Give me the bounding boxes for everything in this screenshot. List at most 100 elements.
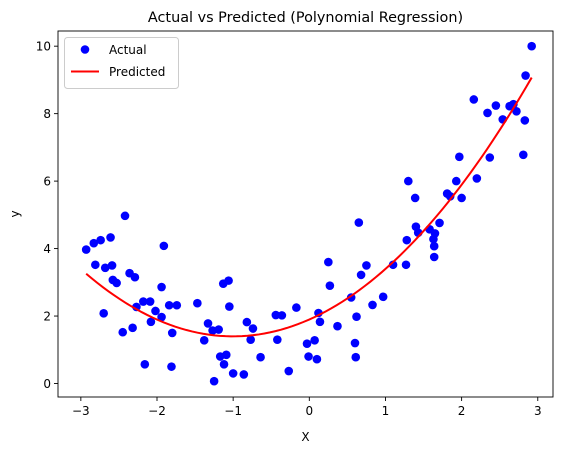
data-point [512,106,521,116]
data-point [429,241,439,251]
data-point [351,352,361,362]
data-point [519,150,528,160]
x-tick-label: 3 [534,404,542,418]
data-point [292,303,301,312]
data-point [350,338,360,348]
data-point [521,71,530,80]
data-point [401,260,411,270]
y-tick-label: 6 [43,174,51,188]
data-point [304,352,313,361]
data-point [324,257,333,267]
data-point [485,153,495,162]
x-tick-label: −2 [148,404,166,418]
plot-area [81,41,536,386]
data-point [333,321,342,331]
y-tick-label: 10 [36,39,51,53]
data-point [429,252,439,262]
x-tick-label: −1 [224,404,242,418]
data-point [130,272,140,282]
data-point [157,312,166,322]
legend-frame [64,37,179,89]
data-point [410,193,420,203]
legend-label-predicted: Predicted [109,65,165,79]
data-point [193,298,202,308]
data-point [138,297,148,306]
data-point [172,300,182,310]
data-point [356,270,366,280]
data-point [219,359,229,369]
data-point [469,95,479,104]
data-point [457,193,466,203]
data-point [491,101,501,110]
chart-title: Actual vs Predicted (Polynomial Regressi… [148,10,463,26]
data-point [273,335,282,344]
data-point [146,317,156,327]
y-axis: 0 2 4 6 8 10 [36,39,58,391]
data-point [325,281,335,290]
predicted-curve [85,77,533,338]
data-point [271,310,281,320]
data-point [199,336,209,345]
x-tick-label: −3 [72,404,90,418]
legend-label-actual: Actual [109,43,147,57]
data-point [402,235,412,245]
data-point [368,300,377,310]
data-point [91,260,100,270]
data-point [246,335,255,344]
data-point [140,359,150,369]
data-point [362,261,371,270]
legend: Actual Predicted [64,37,179,89]
y-axis-label: y [8,210,22,217]
data-point [96,235,105,245]
data-point [167,328,177,338]
data-point [527,41,536,51]
data-point [315,317,325,327]
data-point [302,339,312,349]
data-point [228,369,238,378]
data-point [277,311,287,320]
y-tick-label: 0 [43,377,51,391]
data-point [354,218,364,227]
data-point [445,191,455,201]
data-point [100,263,110,273]
data-point [455,152,464,162]
x-tick-label: 2 [458,404,466,418]
data-point [81,245,91,254]
data-point [310,336,319,345]
data-point [106,233,115,242]
data-point [483,108,492,118]
data-point [404,176,413,186]
data-point [378,292,388,302]
data-point [225,302,234,311]
data-point [224,276,233,285]
data-point [120,211,130,221]
y-tick-label: 8 [43,107,51,121]
data-point [430,229,440,238]
data-point [256,352,265,362]
data-point [451,176,461,186]
data-point [435,218,444,228]
data-point [242,317,252,327]
data-point [145,297,155,306]
x-axis: −3 −2 −1 0 1 2 3 [72,397,542,418]
data-point [284,366,294,376]
data-point [214,325,223,334]
data-point [151,306,160,316]
data-point [248,324,258,333]
data-point [89,238,99,248]
data-point [239,370,249,379]
x-axis-label: X [301,430,309,444]
data-point [157,282,166,292]
y-tick-label: 2 [43,309,51,323]
data-point [128,323,137,333]
data-point [222,350,231,360]
data-point [388,260,398,270]
data-point [112,278,121,288]
data-point [472,174,482,183]
x-tick-label: 1 [382,404,390,418]
data-point [209,376,219,386]
data-point [203,319,213,328]
data-point [312,354,322,364]
data-point [107,261,117,270]
